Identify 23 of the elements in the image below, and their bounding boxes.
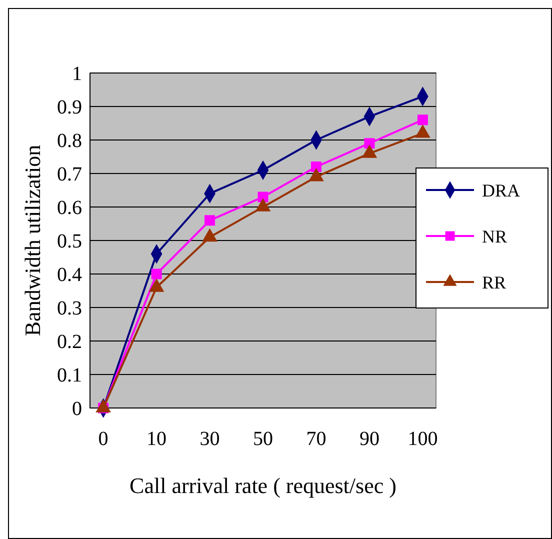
y-tick-label: 0.8 — [57, 130, 82, 152]
x-tick-label: 90 — [359, 428, 380, 450]
x-tick-label: 0 — [98, 428, 108, 450]
y-tick-label: 0.1 — [57, 364, 82, 386]
y-tick-label: 0 — [72, 398, 82, 420]
x-tick-label: 70 — [306, 428, 326, 450]
x-tick-label: 30 — [200, 428, 220, 450]
legend-label: RR — [482, 272, 506, 292]
y-tick-label: 0.2 — [57, 331, 82, 353]
legend-label: DRA — [482, 180, 520, 200]
y-tick-label: 0.6 — [57, 197, 82, 219]
y-tick-label: 0.7 — [57, 164, 82, 186]
x-axis-title: Call arrival rate ( request/sec ) — [130, 473, 396, 498]
y-tick-label: 1 — [72, 63, 82, 85]
y-tick-label: 0.3 — [57, 298, 82, 320]
x-tick-label: 100 — [408, 428, 438, 450]
x-tick-label: 10 — [146, 428, 167, 450]
y-tick-label: 0.4 — [57, 264, 82, 286]
y-axis-title: Bandwidth utilization — [20, 144, 45, 336]
y-tick-label: 0.5 — [57, 230, 82, 252]
legend-label: NR — [482, 226, 508, 246]
y-tick-label: 0.9 — [57, 96, 82, 118]
x-tick-label: 50 — [253, 428, 273, 450]
